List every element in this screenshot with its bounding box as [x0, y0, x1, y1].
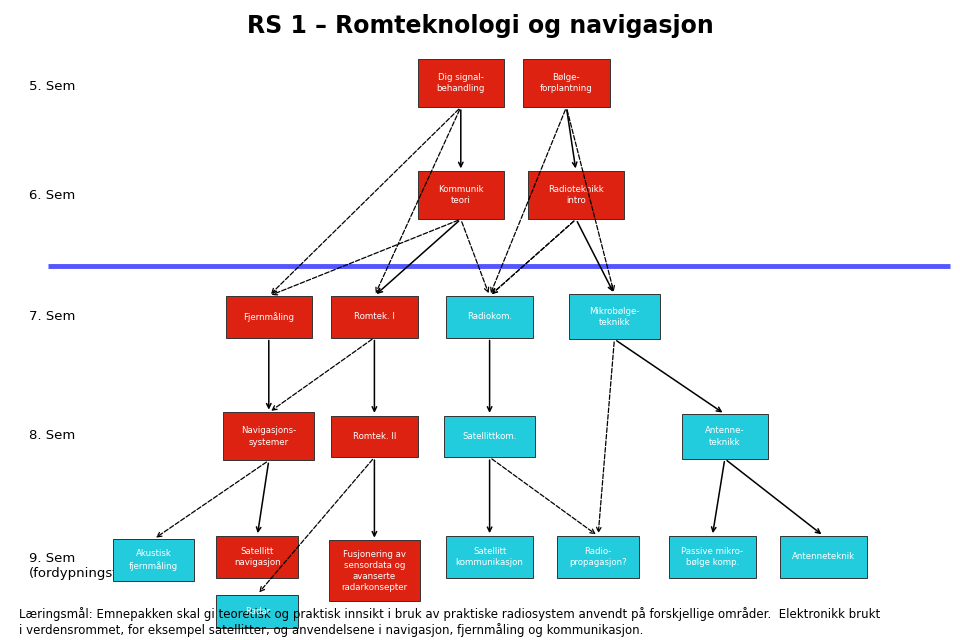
FancyBboxPatch shape	[226, 296, 312, 337]
Text: 7. Sem: 7. Sem	[29, 310, 75, 323]
FancyBboxPatch shape	[217, 595, 298, 628]
FancyBboxPatch shape	[682, 414, 768, 459]
Text: Satellittkom.: Satellittkom.	[463, 432, 516, 441]
Text: Fjernmåling: Fjernmåling	[243, 312, 295, 322]
FancyBboxPatch shape	[328, 540, 420, 602]
Text: Passive mikro-
bølge komp.: Passive mikro- bølge komp.	[682, 547, 743, 567]
Text: Radiokom.: Radiokom.	[467, 312, 513, 321]
Text: Fusjonering av
sensordata og
avanserte
radarkonsepter: Fusjonering av sensordata og avanserte r…	[342, 550, 407, 592]
Text: 6. Sem: 6. Sem	[29, 189, 75, 202]
Text: Mikrobølge-
teknikk: Mikrobølge- teknikk	[589, 307, 639, 327]
Text: Navigasjons-
systemer: Navigasjons- systemer	[241, 426, 297, 447]
FancyBboxPatch shape	[418, 172, 504, 219]
FancyBboxPatch shape	[446, 296, 533, 337]
FancyBboxPatch shape	[217, 536, 298, 577]
Text: Romtek. II: Romtek. II	[352, 432, 396, 441]
Text: Antenneteknik: Antenneteknik	[792, 552, 855, 561]
Text: Antenne-
teknikk: Antenne- teknikk	[705, 426, 745, 447]
FancyBboxPatch shape	[557, 536, 639, 577]
FancyBboxPatch shape	[446, 536, 533, 577]
FancyBboxPatch shape	[113, 539, 194, 581]
FancyBboxPatch shape	[528, 172, 624, 219]
Text: Romtek. I: Romtek. I	[354, 312, 395, 321]
Text: Radar: Radar	[245, 607, 270, 616]
Text: Dig signal-
behandling: Dig signal- behandling	[437, 73, 485, 93]
FancyBboxPatch shape	[331, 296, 418, 337]
FancyBboxPatch shape	[780, 536, 867, 577]
Text: Akustisk
fjernmåling: Akustisk fjernmåling	[129, 549, 179, 571]
FancyBboxPatch shape	[523, 60, 610, 107]
Text: Læringsmål: Emnepakken skal gi teoretisk og praktisk innsikt i bruk av praktiske: Læringsmål: Emnepakken skal gi teoretisk…	[19, 607, 880, 637]
Text: Radioteknikk
intro: Radioteknikk intro	[548, 185, 604, 205]
Text: Bølge-
forplantning: Bølge- forplantning	[540, 73, 592, 93]
FancyBboxPatch shape	[669, 536, 756, 577]
FancyBboxPatch shape	[444, 416, 536, 457]
FancyBboxPatch shape	[418, 60, 504, 107]
Text: Satellitt
navigasjon: Satellitt navigasjon	[234, 547, 280, 567]
Text: Kommunik
teori: Kommunik teori	[438, 185, 484, 205]
FancyBboxPatch shape	[568, 294, 660, 339]
FancyBboxPatch shape	[224, 412, 315, 461]
Text: Satellitt
kommunikasjon: Satellitt kommunikasjon	[456, 547, 523, 567]
FancyBboxPatch shape	[331, 416, 418, 457]
Text: 8. Sem: 8. Sem	[29, 429, 75, 442]
Text: Radio-
propagasjon?: Radio- propagasjon?	[569, 547, 627, 567]
Text: 9. Sem
(fordypningstema): 9. Sem (fordypningstema)	[29, 552, 153, 580]
Text: 5. Sem: 5. Sem	[29, 80, 75, 93]
Text: RS 1 – Romteknologi og navigasjon: RS 1 – Romteknologi og navigasjon	[247, 13, 713, 38]
